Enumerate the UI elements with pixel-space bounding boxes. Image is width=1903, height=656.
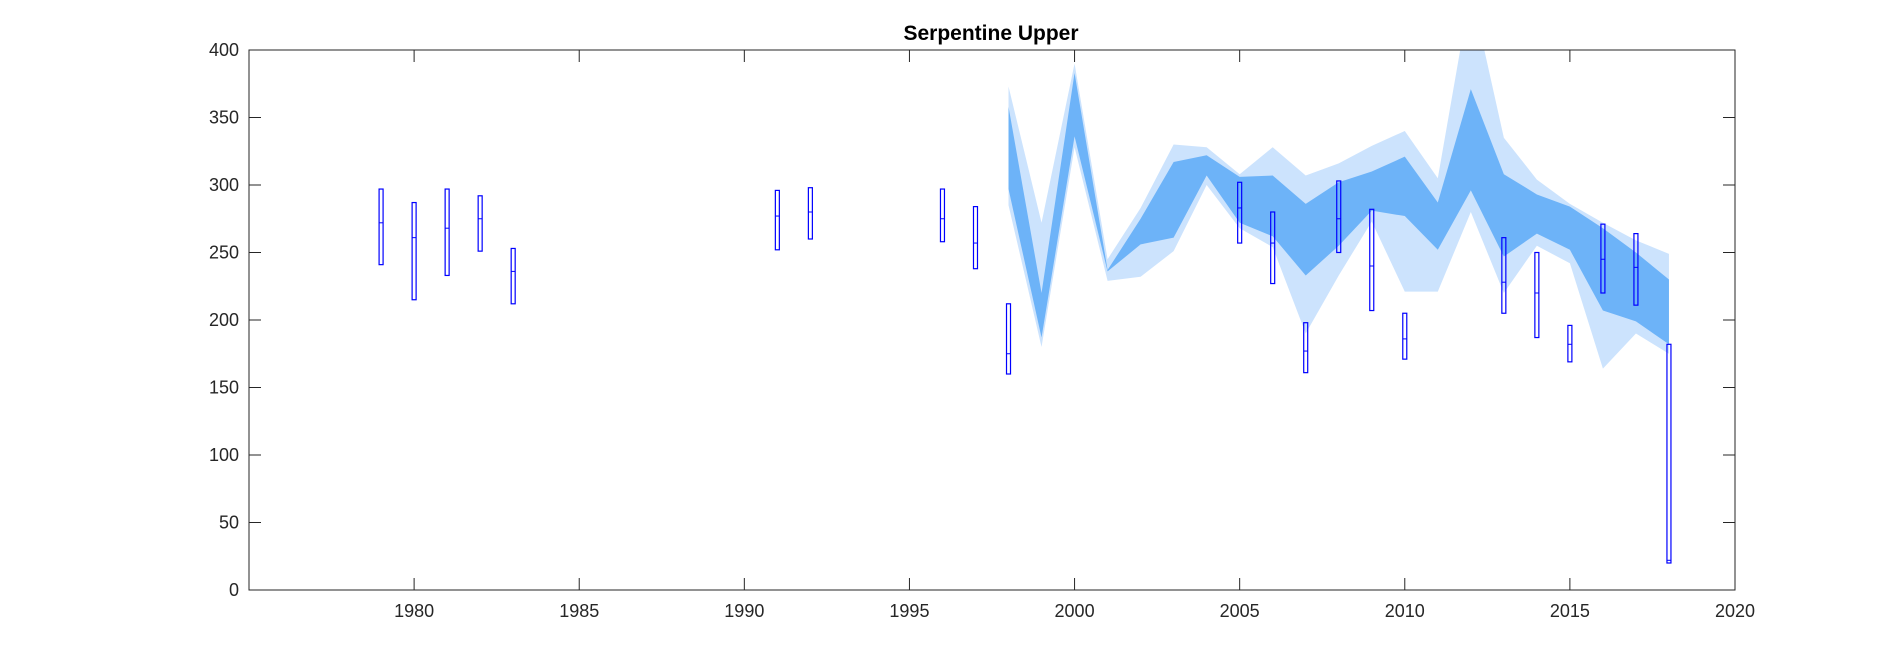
x-tick-label-2005: 2005 bbox=[1220, 601, 1260, 621]
y-tick-label-150: 150 bbox=[209, 378, 239, 398]
box-1979 bbox=[378, 188, 384, 266]
box-2015 bbox=[1567, 324, 1573, 363]
y-tick-label-400: 400 bbox=[209, 40, 239, 60]
x-tick-label-2020: 2020 bbox=[1715, 601, 1755, 621]
box-1983 bbox=[510, 247, 516, 305]
x-tick-label-2000: 2000 bbox=[1055, 601, 1095, 621]
y-tick-label-100: 100 bbox=[209, 445, 239, 465]
box-1996 bbox=[939, 188, 946, 243]
box-2007 bbox=[1303, 322, 1309, 374]
x-tick-label-2015: 2015 bbox=[1550, 601, 1590, 621]
inner-range-band bbox=[1008, 72, 1669, 345]
box-2008 bbox=[1336, 180, 1342, 254]
y-tick-label-300: 300 bbox=[209, 175, 239, 195]
box-1998 bbox=[1005, 303, 1012, 375]
box-2013 bbox=[1501, 237, 1507, 314]
y-tick-label-350: 350 bbox=[209, 108, 239, 128]
box-2010 bbox=[1402, 312, 1408, 360]
axes-frame bbox=[248, 49, 1736, 591]
box-1997 bbox=[972, 206, 979, 270]
box-2006 bbox=[1270, 211, 1276, 285]
chart-title: Serpentine Upper bbox=[903, 22, 1078, 45]
y-tick-label-200: 200 bbox=[209, 310, 239, 330]
y-tick-label-250: 250 bbox=[209, 243, 239, 263]
box-1980 bbox=[411, 201, 417, 301]
box-2017 bbox=[1633, 233, 1639, 306]
box-1991 bbox=[774, 189, 780, 251]
plot-area: 1980 1985 1990 1995 2000 2005 2010 2015 2020 0 50 1… bbox=[209, 40, 1755, 621]
box-2005 bbox=[1237, 181, 1243, 244]
y-tick-label-0: 0 bbox=[229, 580, 239, 600]
box-2016 bbox=[1600, 223, 1606, 294]
box-1981 bbox=[444, 188, 450, 277]
box-2009 bbox=[1369, 208, 1375, 312]
x-tick-label-1985: 1985 bbox=[559, 601, 599, 621]
box-2018 bbox=[1666, 343, 1672, 564]
x-tick-label-1995: 1995 bbox=[889, 601, 929, 621]
x-tick-label-1990: 1990 bbox=[724, 601, 764, 621]
box-1992 bbox=[807, 187, 813, 240]
x-tick-label-2010: 2010 bbox=[1385, 601, 1425, 621]
y-tick-label-50: 50 bbox=[219, 513, 239, 533]
box-1982 bbox=[477, 195, 483, 252]
box-2014 bbox=[1534, 251, 1540, 339]
x-tick-label-1980: 1980 bbox=[394, 601, 434, 621]
